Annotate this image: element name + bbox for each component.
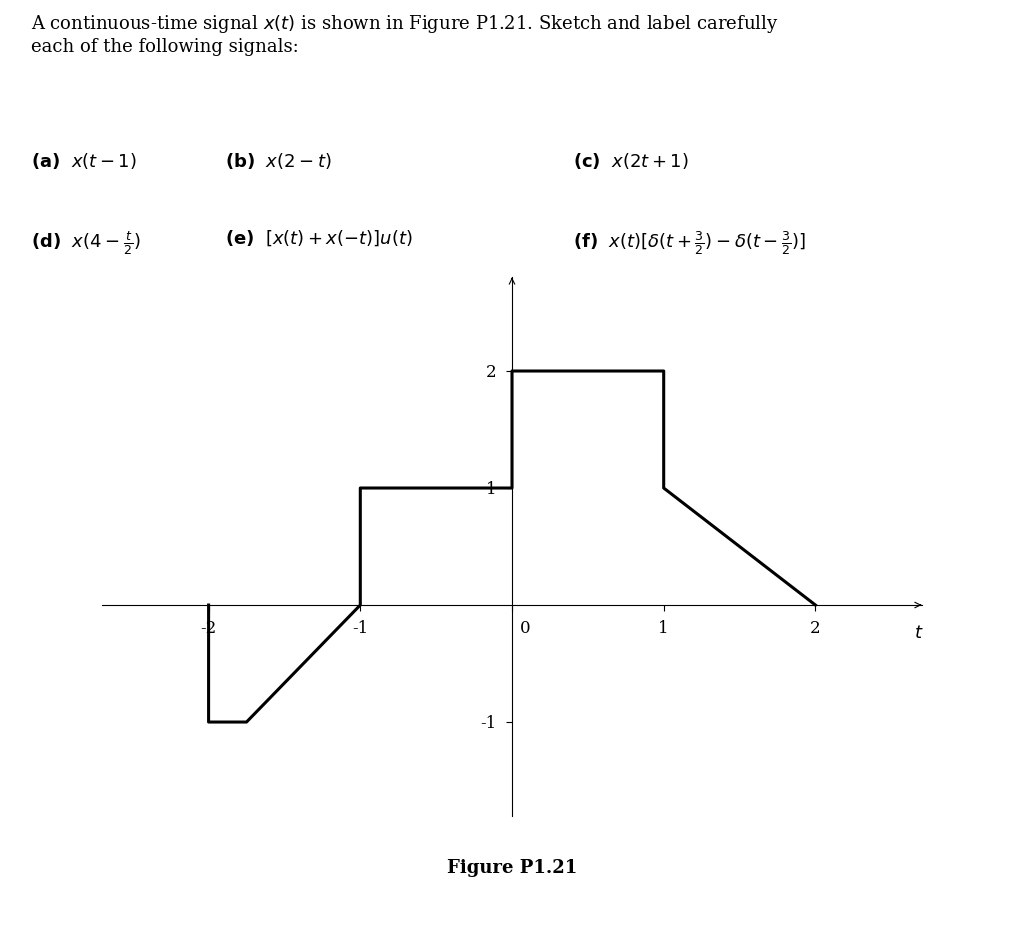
Text: $t$: $t$ <box>914 623 924 641</box>
Text: -1: -1 <box>352 619 369 636</box>
Text: 1: 1 <box>658 619 669 636</box>
Text: $\mathbf{(d)}$  $x(4-\frac{t}{2})$: $\mathbf{(d)}$ $x(4-\frac{t}{2})$ <box>31 228 140 256</box>
Text: $\mathbf{(c)}$  $x(2t+1)$: $\mathbf{(c)}$ $x(2t+1)$ <box>573 150 689 171</box>
Text: $\mathbf{(a)}$  $x(t-1)$: $\mathbf{(a)}$ $x(t-1)$ <box>31 150 136 171</box>
Text: Figure P1.21: Figure P1.21 <box>446 857 578 876</box>
Text: $\mathbf{(e)}$  $[x(t)+x(-t)]u(t)$: $\mathbf{(e)}$ $[x(t)+x(-t)]u(t)$ <box>225 228 413 248</box>
Text: 0: 0 <box>519 619 530 636</box>
Text: 2: 2 <box>486 363 497 380</box>
Text: -1: -1 <box>480 714 497 730</box>
Text: 1: 1 <box>486 480 497 497</box>
Text: $\mathbf{(f)}$  $x(t)[\delta(t+\frac{3}{2})-\delta(t-\frac{3}{2})]$: $\mathbf{(f)}$ $x(t)[\delta(t+\frac{3}{2… <box>573 228 807 256</box>
Text: A continuous-time signal $x(t)$ is shown in Figure P1.21. Sketch and label caref: A continuous-time signal $x(t)$ is shown… <box>31 13 778 56</box>
Text: $\mathbf{(b)}$  $x(2-t)$: $\mathbf{(b)}$ $x(2-t)$ <box>225 150 332 171</box>
Text: 2: 2 <box>810 619 820 636</box>
Text: -2: -2 <box>201 619 217 636</box>
